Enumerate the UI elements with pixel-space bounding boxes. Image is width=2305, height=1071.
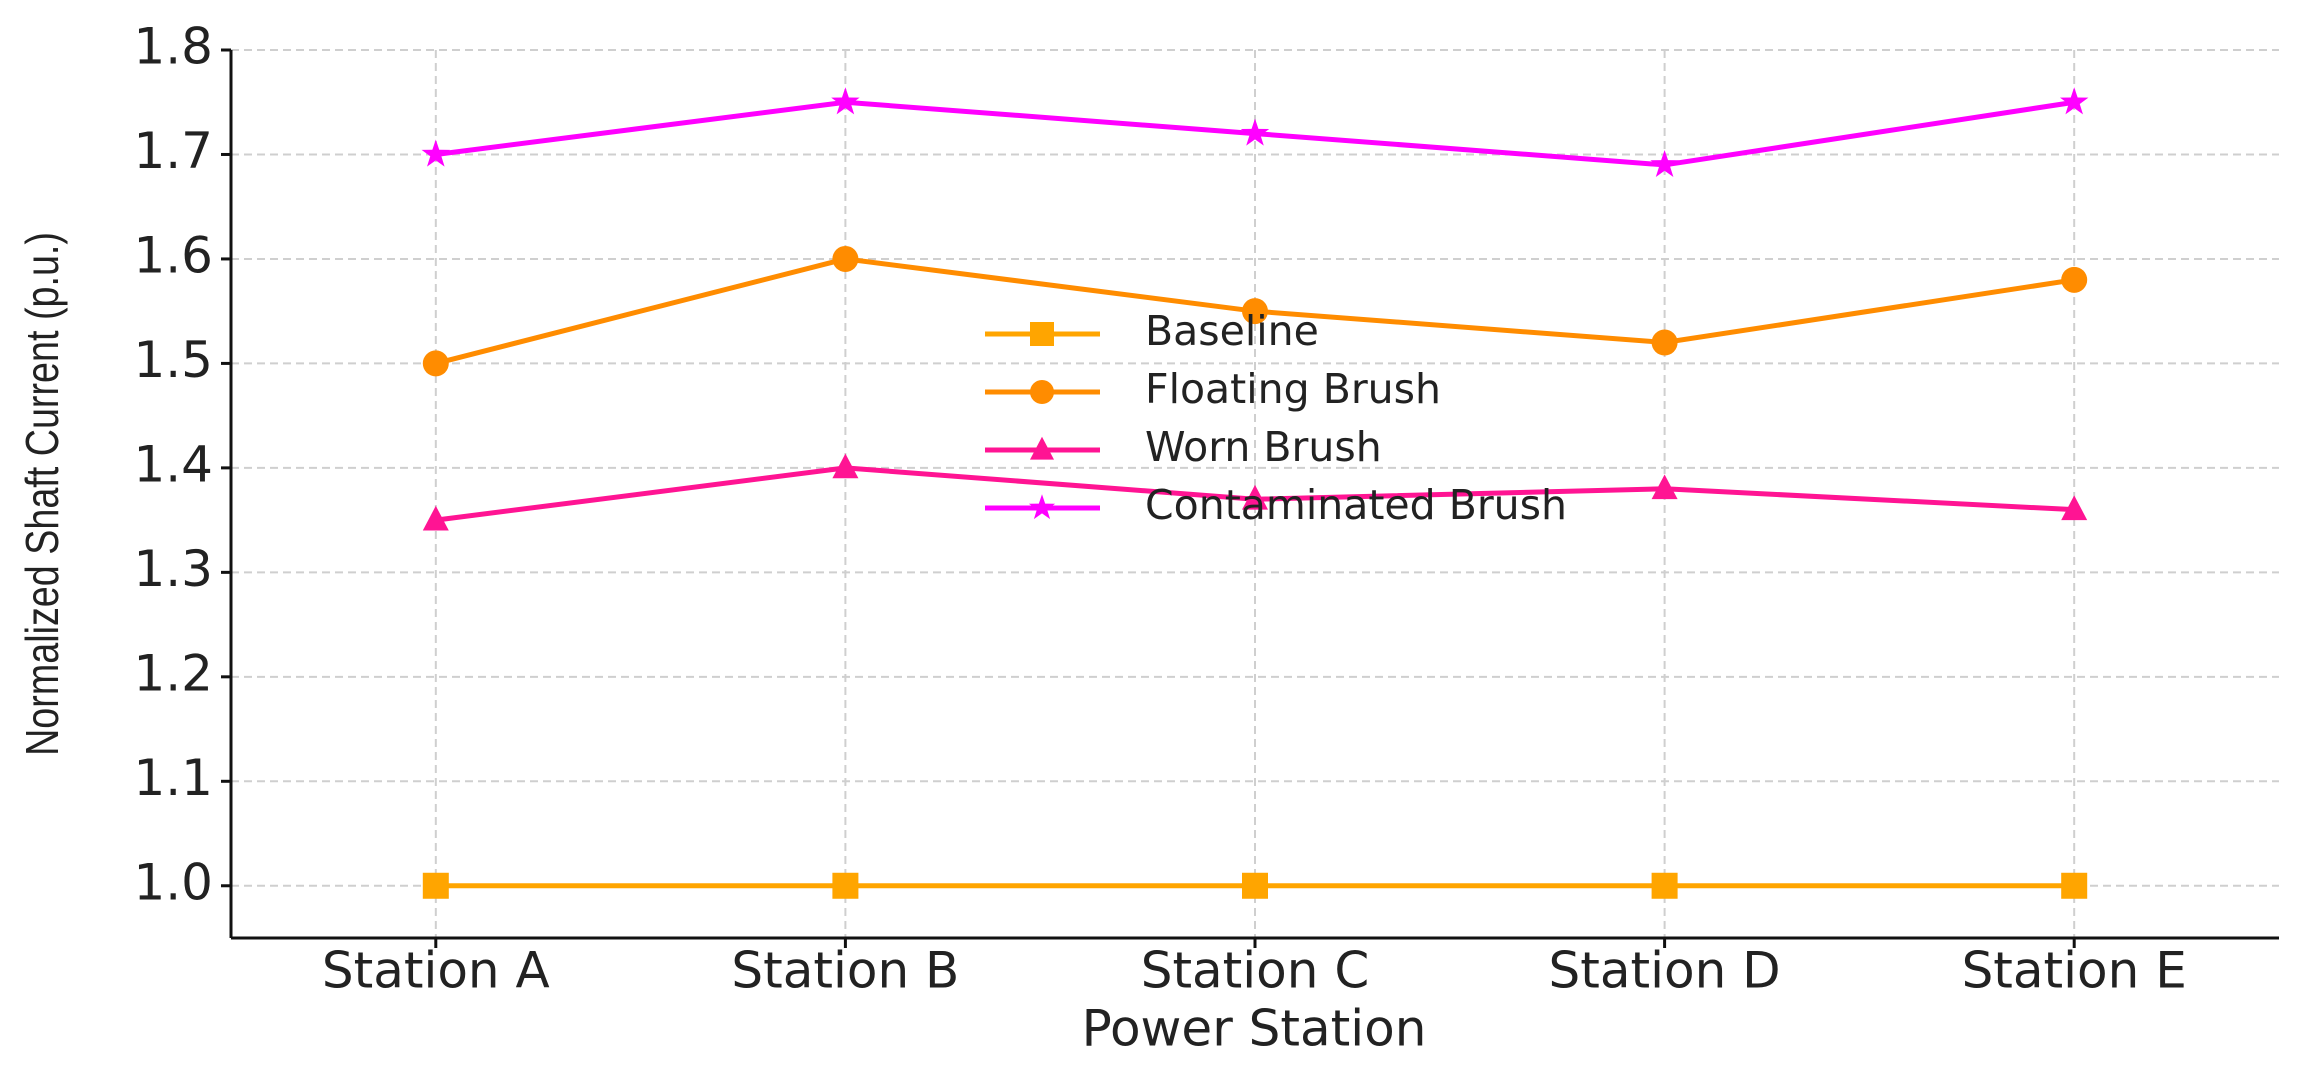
legend-label: Contaminated Brush	[1145, 481, 1567, 529]
marker	[1030, 322, 1054, 346]
legend-label: Worn Brush	[1145, 423, 1382, 471]
marker	[1651, 329, 1678, 356]
marker	[2059, 87, 2089, 115]
marker	[2061, 872, 2088, 899]
marker	[1242, 484, 1268, 510]
marker	[1242, 872, 1268, 899]
x-tick-label: Station C	[1141, 942, 1370, 1000]
y-tick-label: 1.5	[133, 331, 213, 389]
marker	[832, 245, 859, 272]
marker	[1651, 872, 1678, 899]
marker	[1028, 494, 1056, 520]
y-tick-label: 1.0	[133, 853, 213, 911]
marker	[1030, 380, 1054, 404]
marker	[1650, 149, 1679, 178]
y-tick-label: 1.2	[133, 644, 213, 702]
marker	[832, 872, 859, 899]
legend-label: Baseline	[1145, 307, 1319, 355]
x-tick-label: Station A	[322, 942, 550, 1000]
y-tick-label: 1.4	[133, 435, 213, 493]
y-tick-label: 1.8	[133, 18, 213, 76]
marker	[1242, 298, 1268, 325]
marker	[2061, 266, 2088, 293]
x-tick-label: Station B	[731, 942, 959, 1000]
y-axis-title: Normalized Shaft Current (p.u.)	[17, 232, 68, 756]
marker	[1240, 118, 1270, 146]
x-axis-title: Power Station	[1082, 1000, 1427, 1058]
marker	[2061, 495, 2088, 521]
marker	[1651, 474, 1678, 500]
marker	[1030, 436, 1054, 460]
marker	[421, 139, 451, 167]
legend-label: Floating Brush	[1145, 365, 1441, 413]
marker	[832, 453, 859, 479]
marker	[422, 872, 449, 899]
x-tick-label: Station E	[1962, 942, 2187, 1000]
y-tick-label: 1.1	[133, 749, 213, 807]
y-tick-label: 1.6	[133, 226, 213, 284]
marker	[422, 350, 449, 377]
x-tick-label: Station D	[1549, 942, 1781, 1000]
marker	[831, 87, 860, 115]
y-tick-label: 1.7	[133, 122, 213, 180]
y-tick-label: 1.3	[133, 540, 213, 598]
marker	[422, 505, 449, 531]
